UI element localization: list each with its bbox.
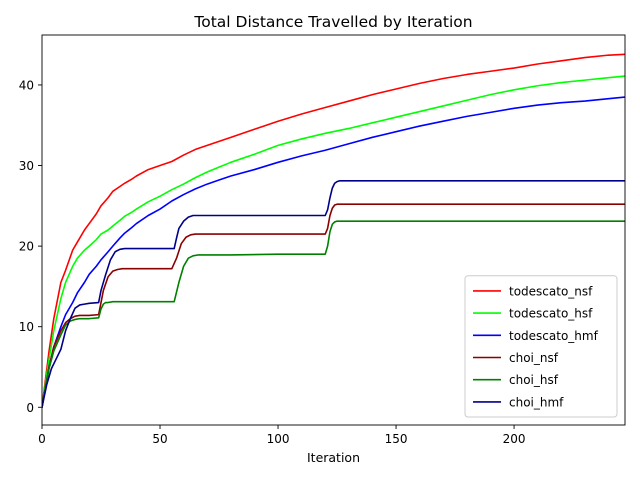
- series-line-choi-nsf: [42, 203, 625, 409]
- series-line-todescato-hsf: [42, 75, 625, 409]
- series-line-choi-hsf: [42, 220, 625, 409]
- legend-label-todescato-nsf: todescato_nsf: [509, 284, 593, 298]
- plot-frame: [41, 34, 626, 426]
- legend-label-choi-nsf: choi_nsf: [509, 351, 559, 365]
- series-line-choi-hmf: [42, 180, 625, 409]
- x-axis-label: Iteration: [307, 450, 360, 465]
- series-line-todescato-nsf: [42, 53, 625, 409]
- series-line-todescato-hmf: [42, 96, 625, 409]
- x-tick-label: 200: [503, 432, 526, 446]
- y-tick-label: 0: [26, 401, 34, 415]
- chart-title: Total Distance Travelled by Iteration: [193, 13, 472, 31]
- legend-label-choi-hmf: choi_hmf: [509, 395, 564, 409]
- x-tick-label: 0: [38, 432, 46, 446]
- axes-layer: 0 50 100 150 200 0 10 20 30 40: [19, 34, 626, 446]
- x-tick-label: 100: [267, 432, 290, 446]
- series-layer: [42, 53, 625, 409]
- y-tick-label: 20: [19, 240, 34, 254]
- legend-label-todescato-hmf: todescato_hmf: [509, 329, 599, 343]
- y-tick-label: 30: [19, 159, 34, 173]
- x-tick-label: 150: [385, 432, 408, 446]
- legend: todescato_nsf todescato_hsf todescato_hmfc…: [464, 275, 618, 418]
- legend-box: [464, 275, 618, 418]
- y-tick-label: 10: [19, 320, 34, 334]
- x-tick-label: 50: [152, 432, 167, 446]
- legend-label-todescato-hsf: todescato_hsf: [509, 307, 593, 321]
- legend-label-choi-hsf: choi_hsf: [509, 373, 559, 387]
- y-tick-label: 40: [19, 78, 34, 92]
